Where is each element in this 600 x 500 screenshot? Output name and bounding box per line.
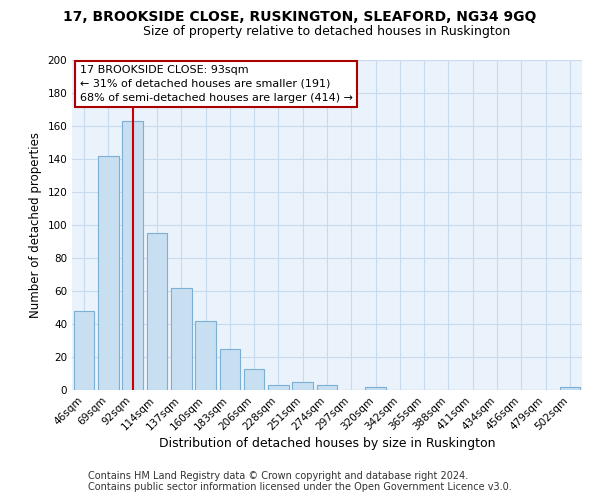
Bar — [244, 368, 265, 390]
Bar — [171, 288, 191, 390]
Bar — [292, 382, 313, 390]
Bar — [98, 156, 119, 390]
Text: 17, BROOKSIDE CLOSE, RUSKINGTON, SLEAFORD, NG34 9GQ: 17, BROOKSIDE CLOSE, RUSKINGTON, SLEAFOR… — [64, 10, 536, 24]
Bar — [146, 233, 167, 390]
Text: 17 BROOKSIDE CLOSE: 93sqm
← 31% of detached houses are smaller (191)
68% of semi: 17 BROOKSIDE CLOSE: 93sqm ← 31% of detac… — [80, 65, 353, 103]
Bar — [268, 385, 289, 390]
Y-axis label: Number of detached properties: Number of detached properties — [29, 132, 42, 318]
Bar — [195, 320, 216, 390]
Text: Contains HM Land Registry data © Crown copyright and database right 2024.
Contai: Contains HM Land Registry data © Crown c… — [88, 471, 512, 492]
Bar — [122, 121, 143, 390]
Title: Size of property relative to detached houses in Ruskington: Size of property relative to detached ho… — [143, 25, 511, 38]
Bar — [560, 386, 580, 390]
Bar — [74, 311, 94, 390]
X-axis label: Distribution of detached houses by size in Ruskington: Distribution of detached houses by size … — [159, 438, 495, 450]
Bar — [365, 386, 386, 390]
Bar — [317, 385, 337, 390]
Bar — [220, 349, 240, 390]
